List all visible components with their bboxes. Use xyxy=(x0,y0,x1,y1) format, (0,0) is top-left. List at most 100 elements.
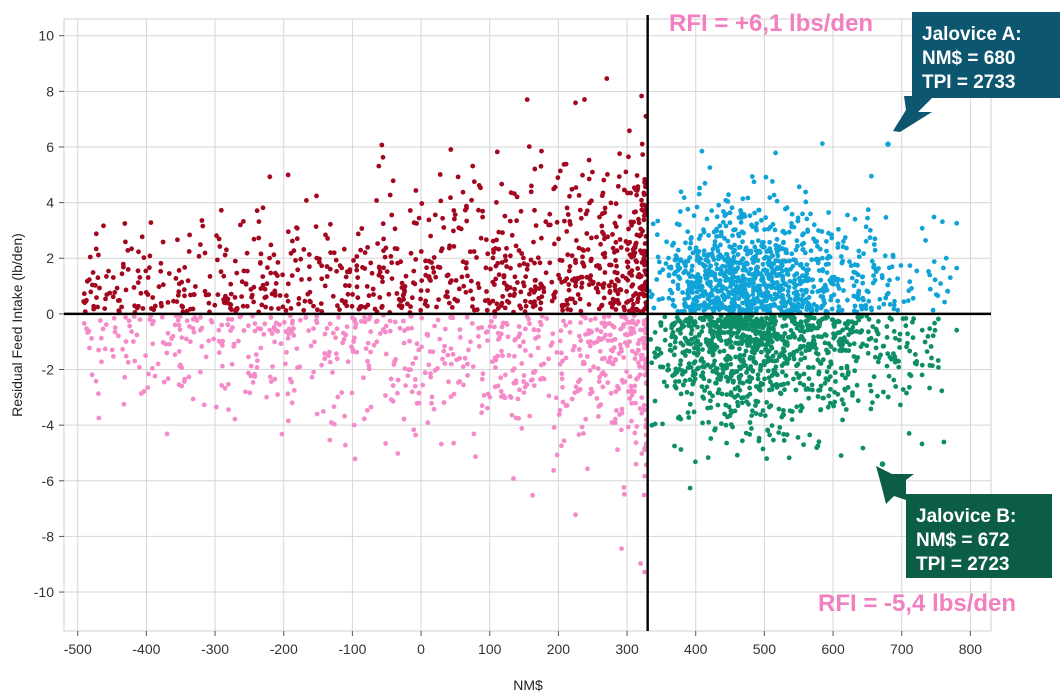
point-upper-left xyxy=(425,288,430,293)
point-lower-right xyxy=(844,325,850,331)
point-lower-right xyxy=(781,431,786,437)
point-lower-left xyxy=(226,381,231,387)
point-upper-left xyxy=(578,215,584,221)
point-lower-right xyxy=(747,374,752,380)
point-upper-left xyxy=(307,264,312,270)
point-lower-left xyxy=(639,451,645,456)
point-lower-left xyxy=(111,354,116,359)
point-upper-left xyxy=(455,174,461,180)
point-upper-right xyxy=(883,215,889,220)
point-lower-right xyxy=(676,317,682,323)
point-lower-left xyxy=(557,361,563,367)
point-upper-left xyxy=(335,303,340,309)
point-lower-right xyxy=(759,316,765,322)
point-lower-right xyxy=(684,317,689,322)
point-upper-right xyxy=(794,238,800,244)
point-lower-left xyxy=(123,353,129,359)
x-axis-title: NM$ xyxy=(513,677,543,693)
point-upper-right xyxy=(711,257,717,263)
point-lower-left xyxy=(611,345,617,351)
point-upper-left xyxy=(570,277,575,283)
point-upper-right xyxy=(685,206,691,212)
point-upper-right xyxy=(764,268,769,274)
point-upper-right xyxy=(743,267,749,273)
point-lower-right xyxy=(793,387,799,393)
point-upper-left xyxy=(325,236,330,241)
point-lower-right xyxy=(897,345,902,350)
point-lower-right xyxy=(777,390,783,396)
point-upper-left xyxy=(206,292,212,298)
point-lower-left xyxy=(349,390,355,396)
point-lower-left xyxy=(578,320,583,326)
point-upper-left xyxy=(355,295,361,301)
point-upper-left xyxy=(502,213,508,219)
point-upper-left xyxy=(516,248,522,253)
point-lower-right xyxy=(845,372,851,377)
point-lower-right xyxy=(770,383,775,388)
point-upper-right xyxy=(804,307,810,312)
point-upper-left xyxy=(499,181,505,187)
point-lower-left xyxy=(635,375,641,381)
point-upper-left xyxy=(265,265,270,270)
point-lower-right xyxy=(873,338,879,343)
point-lower-left xyxy=(229,361,235,367)
point-upper-right xyxy=(670,279,676,284)
point-upper-left xyxy=(137,275,143,280)
point-upper-right xyxy=(736,233,742,239)
point-lower-right xyxy=(839,344,844,349)
point-lower-left xyxy=(283,361,288,367)
point-upper-left xyxy=(490,255,496,261)
point-upper-left xyxy=(493,276,499,282)
point-lower-left xyxy=(275,392,280,397)
point-upper-right xyxy=(780,296,786,301)
point-lower-left xyxy=(362,319,368,325)
heifer-b-title: Jalovice B: xyxy=(916,506,1016,527)
point-upper-left xyxy=(115,298,121,303)
point-lower-right xyxy=(710,351,716,356)
point-lower-left xyxy=(98,335,104,341)
point-upper-left xyxy=(468,278,474,284)
point-upper-left xyxy=(418,249,424,254)
point-lower-left xyxy=(479,325,485,330)
point-upper-right xyxy=(695,278,701,284)
point-lower-right xyxy=(745,378,750,384)
point-upper-left xyxy=(386,291,392,297)
point-upper-left xyxy=(394,246,400,252)
point-lower-right xyxy=(905,340,910,346)
point-upper-right xyxy=(730,249,736,255)
point-lower-right xyxy=(911,316,916,322)
point-upper-left xyxy=(384,269,390,274)
point-lower-left xyxy=(216,338,222,344)
point-lower-right xyxy=(814,445,820,451)
point-upper-left xyxy=(552,184,558,190)
point-upper-right xyxy=(759,304,764,310)
point-upper-left xyxy=(96,252,101,258)
point-upper-left xyxy=(379,303,385,309)
point-lower-right xyxy=(786,455,792,461)
point-upper-left xyxy=(549,298,555,304)
point-upper-left xyxy=(426,258,432,264)
point-upper-left xyxy=(380,154,386,160)
point-upper-right xyxy=(777,285,783,291)
point-upper-right xyxy=(755,264,761,270)
point-lower-left xyxy=(248,373,254,379)
point-lower-right xyxy=(905,331,910,337)
point-upper-left xyxy=(93,231,99,237)
point-upper-left xyxy=(288,306,294,311)
point-lower-right xyxy=(892,357,898,362)
point-upper-right xyxy=(675,282,681,288)
point-upper-left xyxy=(507,292,513,298)
point-upper-left xyxy=(370,286,376,292)
point-lower-left xyxy=(322,331,328,337)
x-tick-label: -100 xyxy=(338,641,366,657)
point-upper-right xyxy=(712,242,718,248)
x-tick-label: -500 xyxy=(64,641,92,657)
point-lower-left xyxy=(419,344,424,350)
point-upper-left xyxy=(285,229,291,235)
point-upper-right xyxy=(800,292,806,298)
point-lower-right xyxy=(810,338,816,344)
point-lower-right xyxy=(776,406,782,412)
point-upper-left xyxy=(258,251,264,257)
point-lower-left xyxy=(272,376,278,382)
point-lower-left xyxy=(510,368,516,373)
